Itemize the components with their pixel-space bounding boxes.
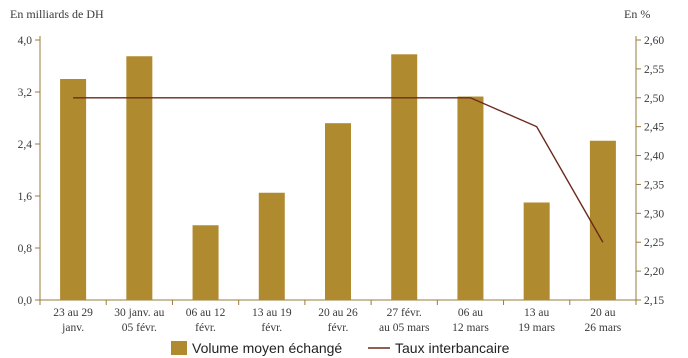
bar xyxy=(192,225,219,300)
legend-line-label: Taux interbancaire xyxy=(395,340,510,356)
bar xyxy=(258,192,285,300)
right-axis-tick-label: 2,60 xyxy=(644,35,664,47)
category-label-line: 06 au xyxy=(458,307,483,319)
left-axis-tick-label: 4,0 xyxy=(18,35,33,47)
line-series xyxy=(73,97,604,243)
right-axis-tick-label: 2,20 xyxy=(644,266,664,278)
category-label-line: janv. xyxy=(61,322,84,334)
category-label: 06 au 12 mars xyxy=(452,307,489,334)
left-axis-tick-label: 1,6 xyxy=(18,191,33,203)
left-axis-tick-label: 3,2 xyxy=(18,87,33,99)
legend-bar-label: Volume moyen échangé xyxy=(192,340,342,356)
category-label-line: févr. xyxy=(195,322,216,334)
right-axis-tick-label: 2,45 xyxy=(644,122,664,134)
category-label-line: 19 mars xyxy=(518,322,555,334)
labels: En milliards de DH En % xyxy=(10,7,650,21)
category-label-line: 12 mars xyxy=(452,322,489,334)
right-axis-tick-label: 2,15 xyxy=(644,295,664,307)
category-label-line: 23 au 29 xyxy=(53,307,93,319)
category-label-line: 26 mars xyxy=(585,322,622,334)
bar xyxy=(391,54,418,300)
category-label-line: 20 au 26 xyxy=(318,307,358,319)
category-label: 23 au 29 janv. xyxy=(53,307,93,334)
left-axis-tick-label: 0,8 xyxy=(18,243,33,255)
category-label: 20 au 26 févr. xyxy=(318,307,358,334)
category-label-line: 13 au xyxy=(524,307,549,319)
bar xyxy=(589,140,616,300)
right-axis-tick-label: 2,40 xyxy=(644,151,664,163)
right-axis-tick-label: 2,35 xyxy=(644,179,664,191)
category-label: 27 févr. au 05 mars xyxy=(379,307,430,334)
right-axis-tick-label: 2,55 xyxy=(644,64,664,76)
left-axis-tick-label: 2,4 xyxy=(18,139,33,151)
category-label-line: 20 au xyxy=(590,307,615,319)
category-label: 13 au 19 févr. xyxy=(252,307,292,334)
bars xyxy=(60,54,616,300)
category-label: 20 au 26 mars xyxy=(585,307,622,334)
legend: Volume moyen échangé Taux interbancaire xyxy=(171,340,510,356)
category-label: 30 janv. au 05 févr. xyxy=(114,307,164,334)
right-axis-tick-label: 2,50 xyxy=(644,93,664,105)
category-label-line: févr. xyxy=(328,322,349,334)
right-unit-label: En % xyxy=(624,7,650,21)
category-label-line: 27 févr. xyxy=(387,307,422,319)
right-axis-tick-label: 2,30 xyxy=(644,208,664,220)
category-label-line: 13 au 19 xyxy=(252,307,292,319)
category-label-line: 05 févr. xyxy=(122,322,157,334)
bar xyxy=(457,96,484,300)
left-unit-label: En milliards de DH xyxy=(10,7,104,21)
bar xyxy=(126,56,153,300)
category-label-line: au 05 mars xyxy=(379,322,430,334)
category-label-line: févr. xyxy=(261,322,282,334)
axes: 0,0 0,8 1,6 2,4 3,2 4,0 2,15 2,20 2,25 2,30 2,35 2,… xyxy=(18,35,665,334)
left-axis-tick-label: 0,0 xyxy=(18,295,33,307)
legend-bar-swatch xyxy=(171,341,187,355)
bar xyxy=(523,202,550,300)
category-label-line: 30 janv. au xyxy=(114,307,164,319)
category-label-line: 06 au 12 xyxy=(186,307,226,319)
category-label: 06 au 12 févr. xyxy=(186,307,226,334)
right-axis-tick-label: 2,25 xyxy=(644,237,664,249)
bar xyxy=(325,123,351,300)
category-label: 13 au 19 mars xyxy=(518,307,555,334)
bar xyxy=(60,79,87,300)
